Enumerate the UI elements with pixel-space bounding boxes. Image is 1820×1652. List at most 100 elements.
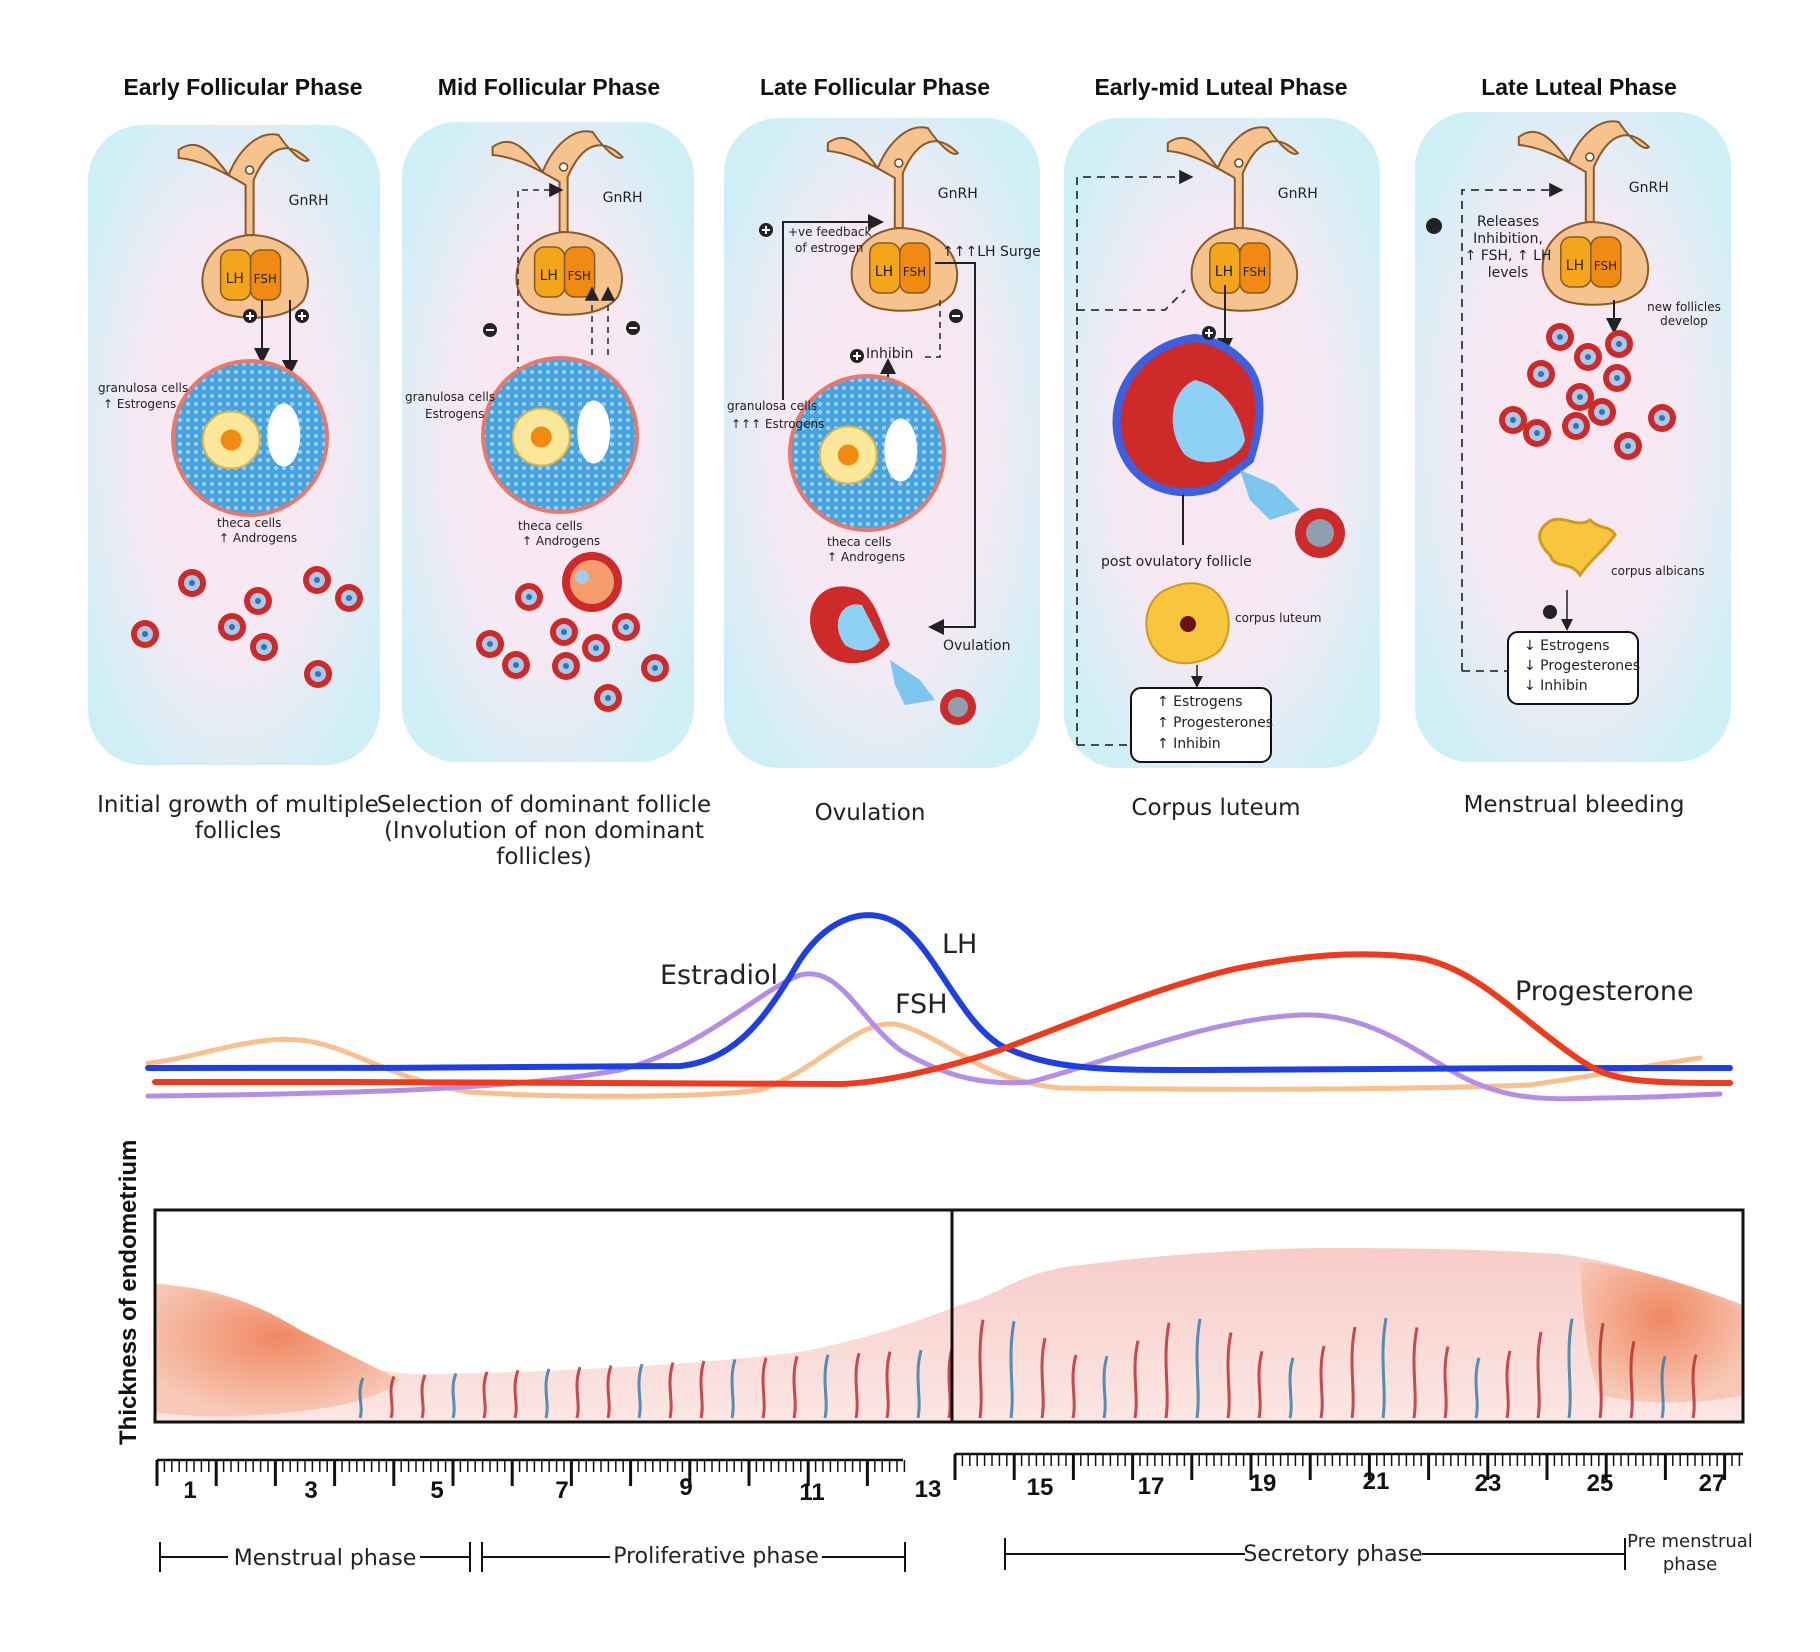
gnrh-label: GnRH [289,193,329,209]
spiral-artery [1009,1321,1016,1419]
minus-icon [1426,218,1442,234]
spiral-artery [699,1360,706,1419]
spiral-artery [1567,1318,1574,1419]
panel-caption: follicles) [496,844,591,870]
corpus-albicans-label: corpus albicans [1611,564,1705,578]
lh-label: LH [226,271,244,287]
granulosa-label: granulosa cells [405,390,495,404]
panel-title: Early-mid Luteal Phase [1094,74,1347,100]
spiral-artery [792,1355,799,1419]
fsh-label: FSH [895,989,948,1020]
estradiol-curve [145,971,1723,1102]
spiral-artery [1598,1322,1605,1419]
panel-caption: Initial growth of multiple [97,792,379,818]
hormone-level-item: ↓ Progesterones [1524,658,1640,674]
theca-label: theca cells [217,516,281,530]
phase-panels: Early Follicular Phase Initial growth of … [88,74,1731,870]
hormone-level-box [1507,631,1639,705]
gnrh-label: GnRH [1629,180,1669,196]
antrum [577,400,611,464]
releases-label: Releases [1477,214,1539,230]
spiral-artery [1660,1355,1667,1419]
spiral-artery [823,1354,830,1419]
fsh-label: FSH [254,272,277,286]
granulosa-label: granulosa cells [727,399,817,413]
day-label: 13 [915,1476,942,1503]
endometrium-chart: Thickness of endometrium [115,1140,1745,1445]
day-label: 7 [555,1477,568,1504]
theca-sub-label: ↑ Androgens [522,534,600,548]
panel-2: Mid Follicular Phase Selection of dominan… [377,74,711,870]
spiral-artery [1381,1317,1388,1419]
spiral-artery [916,1349,923,1419]
hypothalamus-neuron [826,126,960,229]
theca-label: theca cells [518,519,582,533]
releases-label: Inhibition, [1473,231,1543,247]
spiral-arteries [358,1317,1698,1419]
panel-caption: Selection of dominant follicle [377,792,711,818]
panel-caption: Ovulation [815,800,926,826]
granulosa-sub-label: ↑↑↑ Estrogens [731,417,824,431]
spiral-artery [513,1369,520,1419]
panel-caption: follicles [195,818,282,844]
granulosa-label: granulosa cells [98,381,188,395]
gnrh-label: GnRH [603,190,643,206]
hypothalamus-neuron [1166,126,1300,229]
spiral-artery [1164,1322,1171,1419]
menstrual-phase-label: Menstrual phase [234,1546,417,1571]
spiral-artery [761,1357,768,1419]
spiral-artery [885,1351,892,1419]
day-label: 3 [304,1477,317,1504]
theca-sub-label: ↑ Androgens [827,550,905,564]
lh-label: LH [875,264,893,280]
fsh-label: FSH [1594,259,1617,273]
day-label: 21 [1363,1468,1390,1495]
premenstrual-bleeding [1580,1262,1743,1403]
day-label: 11 [799,1479,824,1506]
theca-sub-label: ↑ Androgens [219,531,297,545]
ovulation-label: Ovulation [943,638,1010,654]
lh-curve [145,912,1733,1074]
hormone-level-item: ↓ Estrogens [1524,638,1610,654]
endometrium-layer [155,1248,1743,1422]
panel-title: Early Follicular Phase [123,74,362,100]
menstrual-bleeding [155,1285,400,1417]
proliferative-phase-label: Proliferative phase [613,1544,819,1569]
spiral-artery [1257,1350,1264,1419]
day-label: 15 [1027,1474,1054,1501]
panel-title: Mid Follicular Phase [438,74,660,100]
spiral-artery [575,1366,582,1419]
hormone-level-item: ↑ Progesterones [1157,715,1273,731]
panel-3: Late Follicular Phase Ovulation GnRH LH FSH +… [724,74,1041,826]
new-follicles-label-2: develop [1660,314,1708,328]
antrum [267,403,301,467]
gnrh-label: GnRH [938,186,978,202]
panel-caption: Menstrual bleeding [1464,792,1685,818]
hormone-curves: Estradiol LH FSH Progesterone [145,912,1733,1102]
spiral-artery [1412,1327,1419,1419]
spiral-artery [1102,1355,1109,1419]
hormone-level-box [1130,687,1272,763]
spiral-artery [1288,1357,1295,1419]
gnrh-label: GnRH [1278,186,1318,202]
panel-1: Early Follicular Phase Initial growth of … [88,74,380,844]
lh-label: LH [540,268,558,284]
spiral-artery [668,1362,675,1419]
secretory-phase-label: Secretory phase [1243,1542,1422,1567]
lh-surge-label: ↑↑↑LH Surge [942,244,1041,260]
fsh-curve [145,1021,1703,1099]
feedback-label-2: of estrogen [795,241,863,255]
releases-label: ↑ FSH, ↑ LH [1465,248,1552,264]
panel-caption: (Involution of non dominant [384,818,704,844]
day-label: 5 [430,1477,443,1504]
granulosa-sub-label: ↑ Estrogens [103,397,176,411]
lh-label: LH [942,929,977,960]
premenstrual-phase-label-line1: Pre menstrual [1627,1531,1753,1552]
endometrium-axis-label: Thickness of endometrium [115,1140,142,1445]
granulosa-sub-label: Estrogens [425,407,484,421]
day-label: 17 [1138,1473,1165,1500]
spiral-artery [544,1368,551,1419]
spiral-artery [420,1374,427,1419]
day-label: 25 [1587,1470,1614,1497]
